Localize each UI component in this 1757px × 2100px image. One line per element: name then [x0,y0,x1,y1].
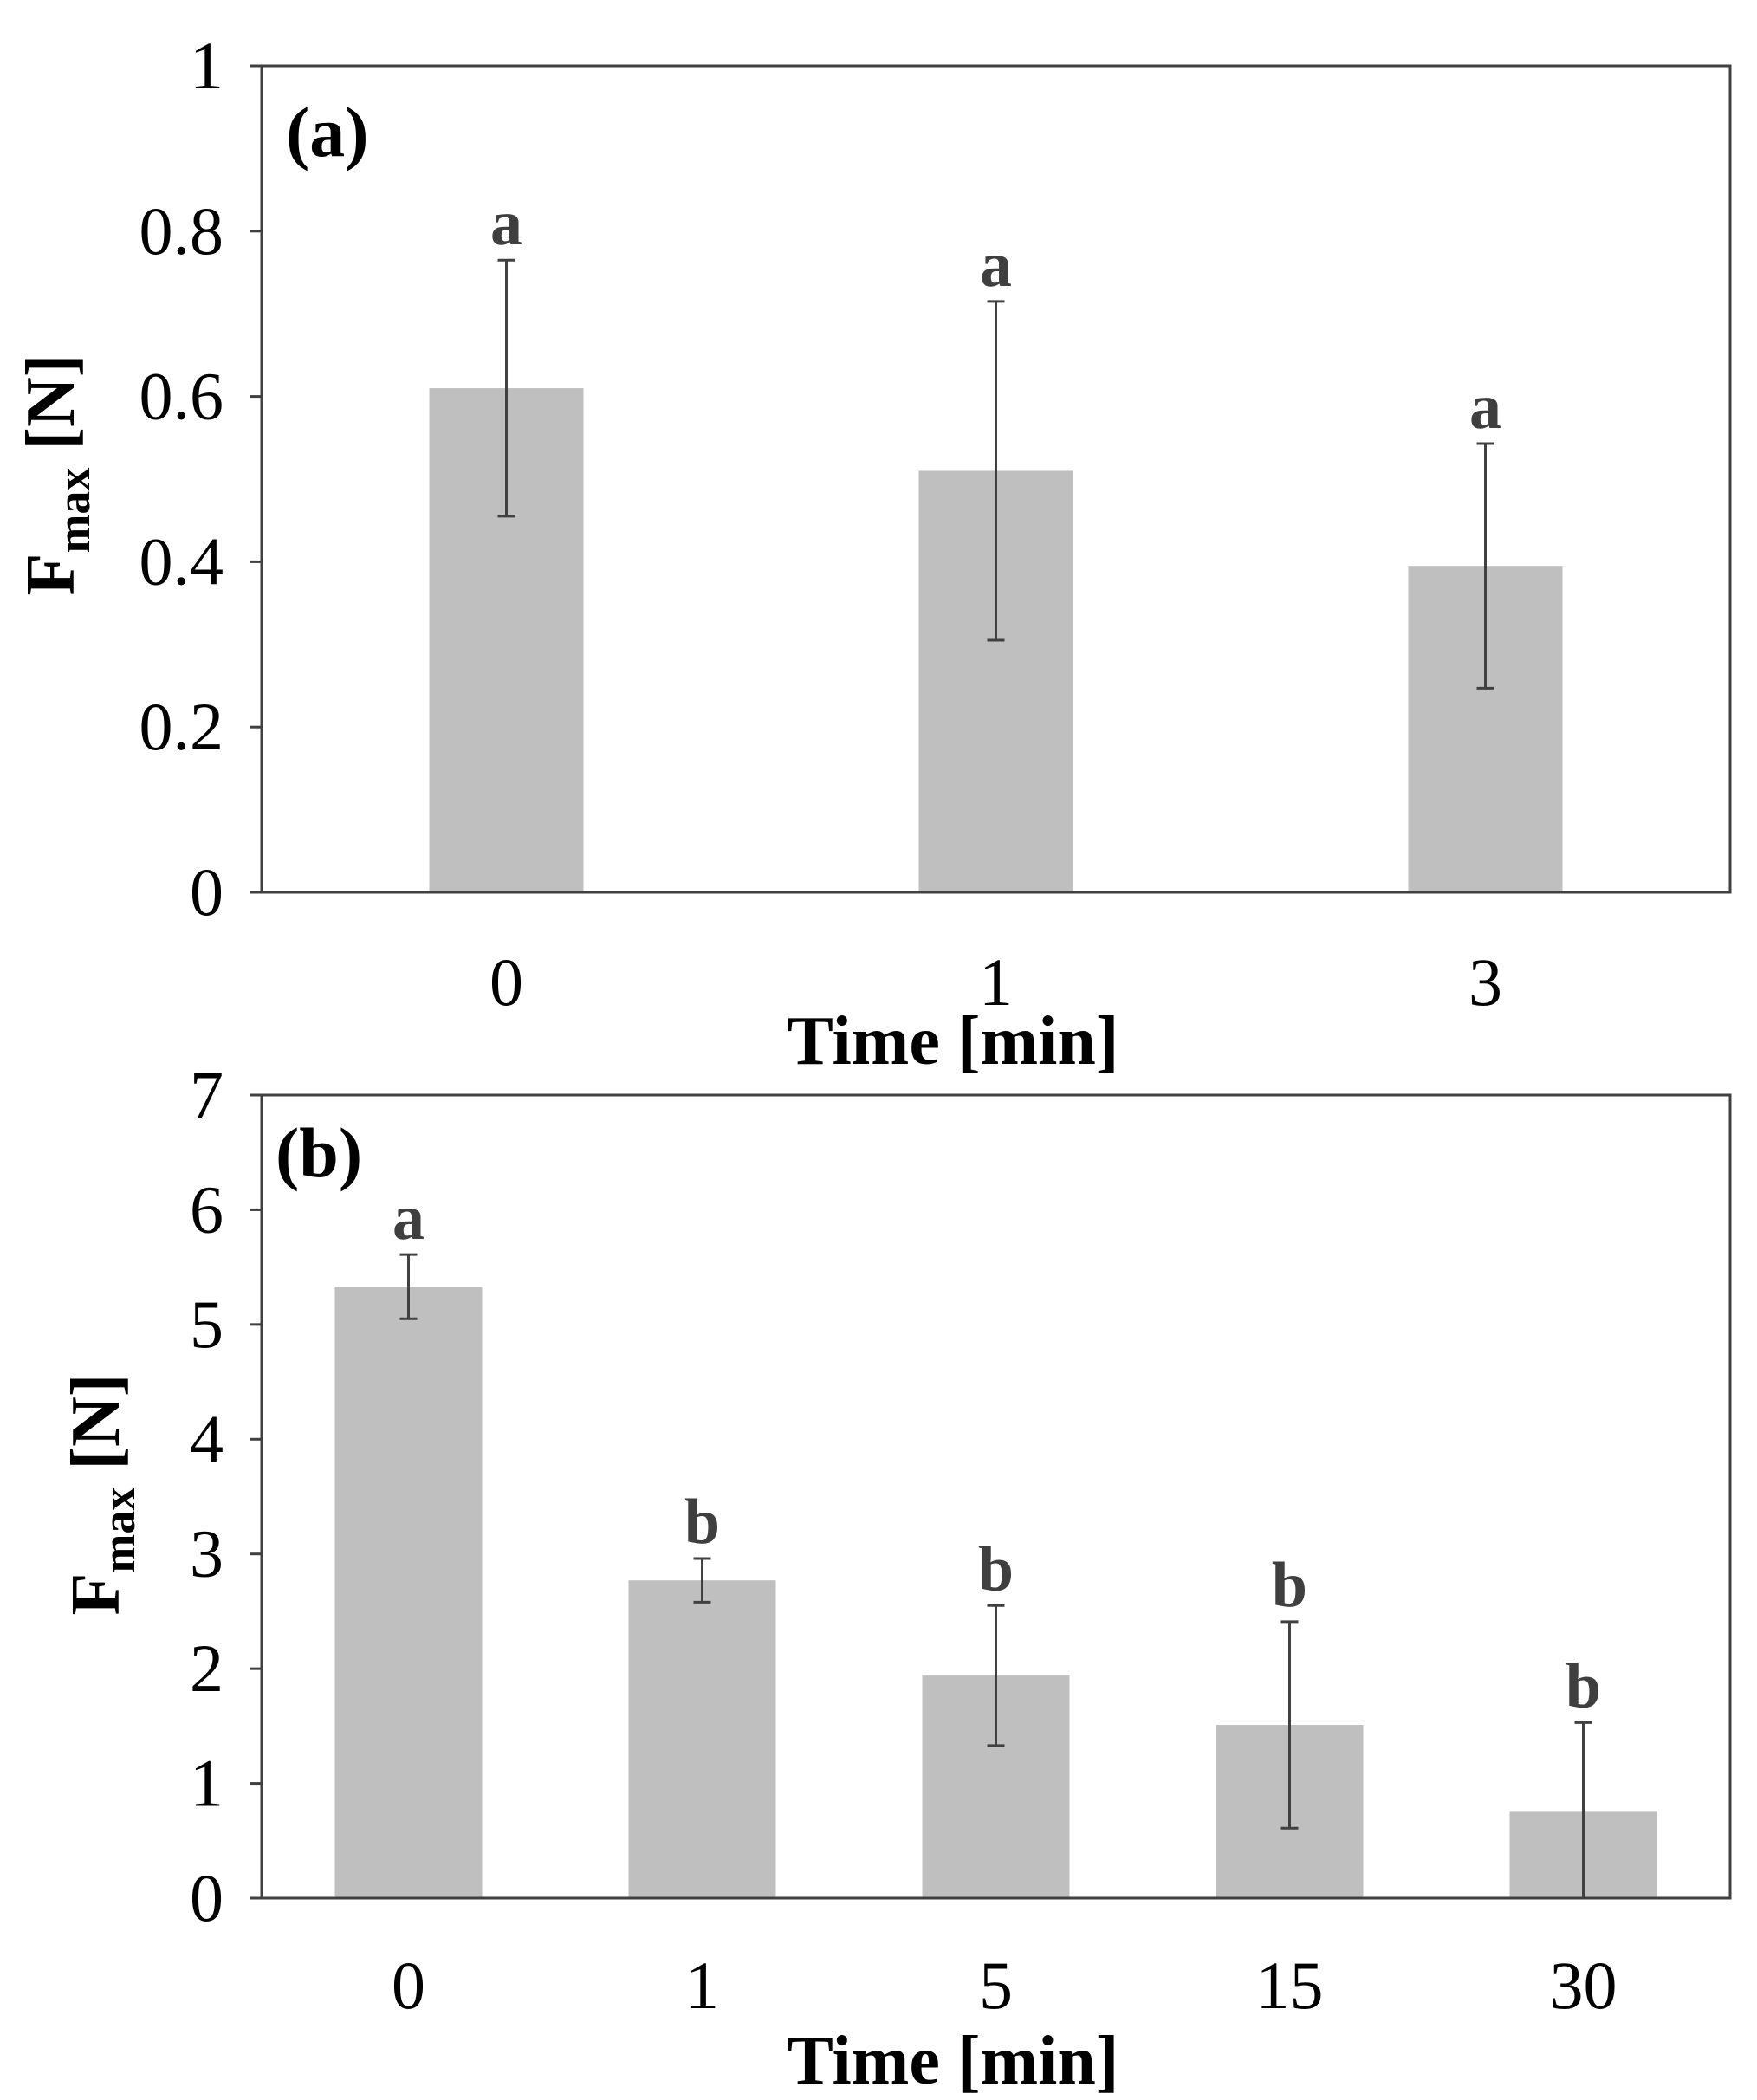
panel-b-panel-label: (b) [276,1113,362,1192]
panel-b-x-tick-label: 5 [979,1948,1013,2023]
panel-b-x-tick-label: 1 [685,1948,719,2023]
panel-b-y-tick-label: 2 [190,1630,224,1706]
panel-b-significance-letter: b [684,1487,720,1558]
panel-b-x-axis-title: Time [min] [788,2023,1119,2099]
panel-b-y-tick-label: 1 [190,1746,224,1821]
panel-b-error-bar-30 [1574,1721,1592,1898]
panel-a-error-bar-3 [1476,442,1494,690]
panel-a-significance-letter: a [980,230,1012,301]
panel-a-panel-label: (a) [286,93,369,172]
panel-b-y-axis-title-sub: max [93,1488,145,1573]
panel-a-y-axis-title: Fmax [N] [13,354,100,596]
panel-b-error-bar-15 [1280,1620,1299,1830]
panel-a-x-tick-label: 3 [1468,944,1502,1020]
panel-b-y-tick-label: 0 [190,1860,224,1935]
panel-b-x-tick-label: 15 [1256,1948,1324,2023]
panel-b-bar-1 [628,1580,776,1898]
panel-b-y-tick-label: 4 [190,1401,224,1476]
panel-a-x-tick-label: 1 [979,944,1013,1020]
panel-b-x-tick-label: 30 [1550,1948,1618,2023]
panel-b-error-bar-1 [693,1557,711,1604]
panel-b-y-tick-label: 5 [190,1287,224,1362]
panel-b-y-tick-label: 7 [190,1057,224,1132]
panel-a-y-axis-title-main: F [13,554,89,596]
panel-a-error-bar-0 [497,258,515,518]
panel-a-plot-frame [260,64,1732,894]
panel-b-significance-letter: b [1272,1550,1307,1621]
panel-a-y-axis-title-unit: [N] [13,354,89,468]
panel-b-y-tick-label: 6 [190,1171,224,1247]
panel-b-error-bar-0 [399,1253,418,1320]
panel-b-bar-0 [334,1287,483,1898]
panel-b-x-tick-label: 0 [392,1948,425,2023]
panel-b-plot-frame [260,1093,1732,1900]
panel-a-y-tick-label: 0 [190,854,224,930]
panel-a-chart: a a a 0 0.2 0.4 0.6 0.8 1 0 1 3 Time [min] Fmax [N] (a… [13,28,1732,1079]
panel-a-significance-letter: a [1469,372,1501,443]
panel-a-y-tick-label: 0.4 [139,523,224,599]
panel-b-y-tick-label: 3 [190,1516,224,1591]
panel-a-y-axis-title-sub: max [48,468,100,554]
panel-b-y-axis-title-unit: [N] [58,1374,134,1488]
panel-b-significance-letter: b [1566,1650,1601,1721]
panel-a-x-tick-label: 0 [489,944,523,1020]
panel-a-significance-letter: a [490,188,522,259]
panel-b-significance-letter: a [392,1183,425,1254]
panel-a-y-tick-label: 0.2 [139,689,224,764]
panel-b-significance-letter: b [978,1533,1014,1604]
panel-a-y-tick-label: 1 [190,28,224,103]
panel-a-x-axis-title: Time [min] [788,1003,1119,1079]
panel-b-error-bar-5 [987,1604,1005,1747]
panel-a-y-tick-label: 0.8 [139,193,224,269]
panel-a-error-bar-1 [987,300,1005,642]
panel-b-y-axis-title-main: F [58,1573,134,1616]
panel-b-y-axis-title: Fmax [N] [58,1374,145,1616]
panel-a-y-tick-label: 0.6 [139,359,224,434]
